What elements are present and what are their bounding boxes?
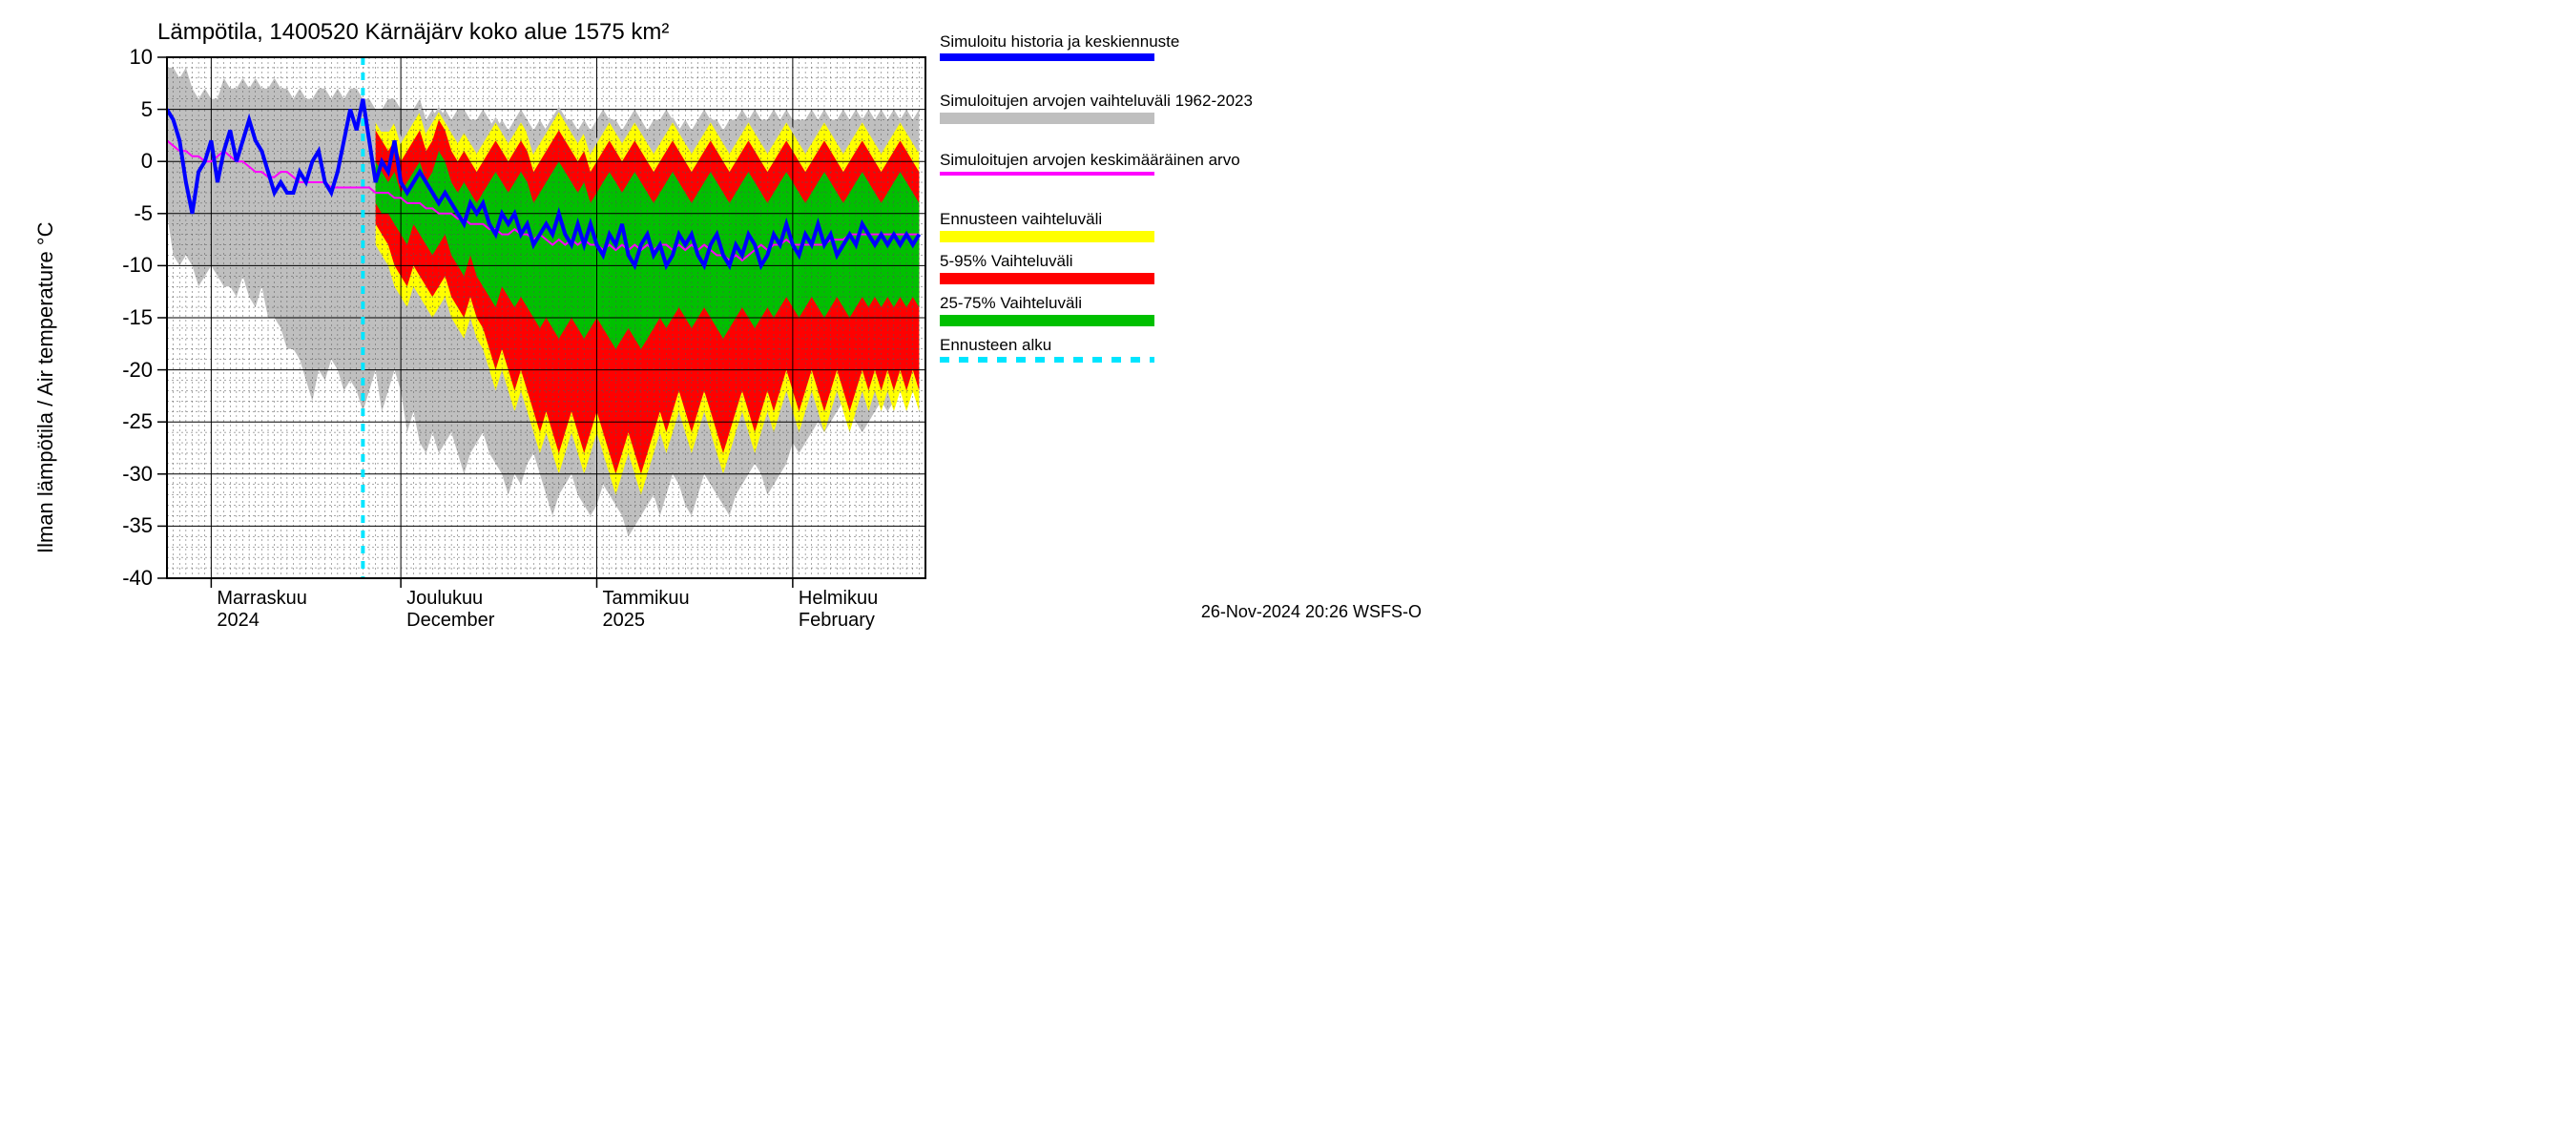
- legend-swatch: [940, 231, 1154, 242]
- legend-swatch: [940, 315, 1154, 326]
- chart-footer: 26-Nov-2024 20:26 WSFS-O: [1201, 602, 1422, 622]
- legend-item: Ennusteen alku: [940, 337, 1154, 363]
- x-tick-label: Tammikuu2025: [603, 588, 690, 632]
- y-tick-label: -10: [91, 253, 153, 278]
- legend-label: Simuloitu historia ja keskiennuste: [940, 33, 1179, 52]
- x-tick-label: HelmikuuFebruary: [799, 588, 878, 632]
- legend-label: 25-75% Vaihteluväli: [940, 295, 1154, 313]
- y-tick-label: -20: [91, 358, 153, 383]
- legend-item: 25-75% Vaihteluväli: [940, 295, 1154, 326]
- legend-swatch: [940, 357, 1154, 363]
- y-tick-label: -40: [91, 566, 153, 591]
- legend-swatch: [940, 113, 1154, 124]
- legend-label: Ennusteen alku: [940, 337, 1154, 355]
- y-tick-label: -35: [91, 513, 153, 538]
- y-tick-label: 0: [91, 149, 153, 174]
- y-tick-label: 10: [91, 45, 153, 70]
- y-tick-label: -5: [91, 201, 153, 226]
- legend-swatch: [940, 273, 1154, 284]
- y-tick-label: -15: [91, 305, 153, 330]
- legend-swatch: [940, 172, 1154, 176]
- y-axis-label: Ilman lämpötila / Air temperature °C: [33, 222, 58, 554]
- legend-swatch: [940, 53, 1154, 61]
- y-tick-label: 5: [91, 97, 153, 122]
- legend-item: Simuloitujen arvojen keskimääräinen arvo: [940, 152, 1240, 176]
- y-tick-label: -25: [91, 409, 153, 434]
- legend-label: Simuloitujen arvojen vaihteluväli 1962-2…: [940, 93, 1253, 111]
- legend-label: Ennusteen vaihteluväli: [940, 211, 1154, 229]
- legend-item: Simuloitu historia ja keskiennuste: [940, 33, 1179, 61]
- legend-item: 5-95% Vaihteluväli: [940, 253, 1154, 284]
- x-tick-label: JoulukuuDecember: [406, 588, 494, 632]
- legend-item: Simuloitujen arvojen vaihteluväli 1962-2…: [940, 93, 1253, 124]
- chart-container: Lämpötila, 1400520 Kärnäjärv koko alue 1…: [0, 0, 1431, 636]
- y-tick-label: -30: [91, 462, 153, 487]
- legend-item: Ennusteen vaihteluväli: [940, 211, 1154, 242]
- x-tick-label: Marraskuu2024: [217, 588, 306, 632]
- chart-title: Lämpötila, 1400520 Kärnäjärv koko alue 1…: [157, 19, 669, 46]
- legend-label: 5-95% Vaihteluväli: [940, 253, 1154, 271]
- legend-label: Simuloitujen arvojen keskimääräinen arvo: [940, 152, 1240, 170]
